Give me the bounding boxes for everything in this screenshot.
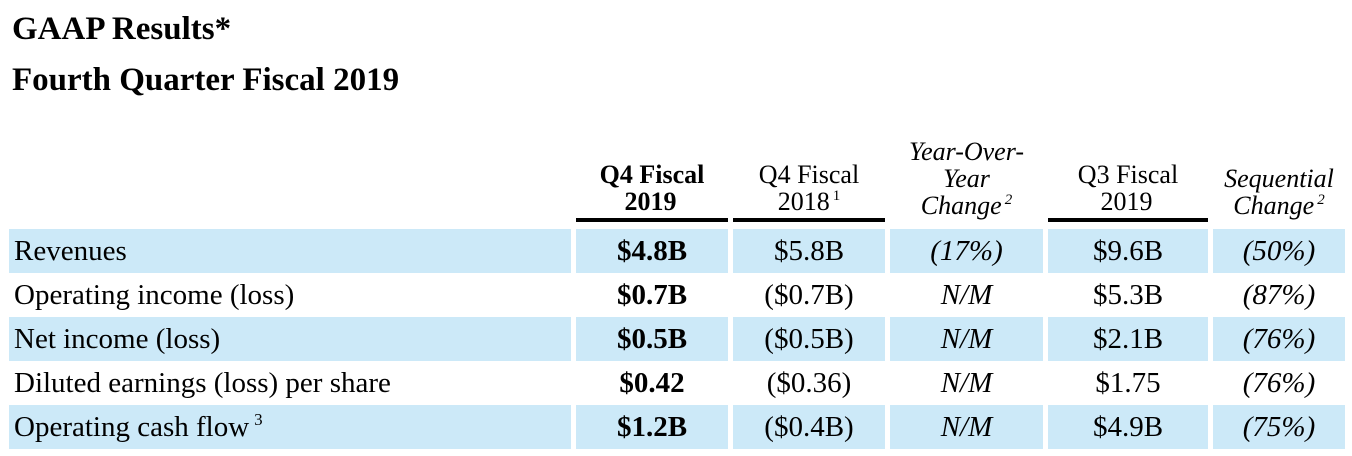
table-row-operating-income: Operating income (loss) $0.7B ($0.7B) N/… [9, 273, 1345, 317]
footnote-marker: 3 [254, 409, 263, 429]
column-header-line: Q4 Fiscal [599, 160, 705, 189]
table-row-diluted-eps: Diluted earnings (loss) per share $0.42 … [9, 361, 1345, 405]
column-header-line: Sequential [1224, 164, 1334, 193]
column-header-line: 2019 [624, 187, 677, 216]
cell-yoy-change: N/M [890, 317, 1043, 361]
table-row-operating-cash-flow: Operating cash flow 3 $1.2B ($0.4B) N/M $… [9, 405, 1345, 449]
cell-q4fy18: ($0.36) [766, 366, 852, 399]
row-label-text: Diluted earnings (loss) per share [14, 366, 391, 399]
cell-yoy-change: (17%) [890, 229, 1043, 273]
cell-q3fy19: $5.3B [1092, 278, 1164, 311]
column-header-q3-fiscal-2019: Q3 Fiscal 2019 [1048, 103, 1208, 222]
column-header-line: Year [943, 164, 990, 193]
cell-q4fy18: ($0.4B) [733, 405, 885, 449]
page-subtitle: Fourth Quarter Fiscal 2019 [12, 62, 400, 98]
cell-yoy-change: N/M [940, 278, 993, 311]
cell-q3fy19: $1.75 [1095, 366, 1161, 399]
row-label: Diluted earnings (loss) per share [9, 361, 571, 405]
row-label: Operating cash flow 3 [9, 405, 571, 449]
cell-q3fy19: $4.9B [1048, 405, 1208, 449]
cell-q4fy18: ($0.5B) [733, 317, 885, 361]
row-label: Operating income (loss) [9, 273, 571, 317]
row-label: Revenues [9, 229, 571, 273]
footnote-marker: 2 [1004, 192, 1013, 209]
cell-q4fy18: $5.8B [733, 229, 885, 273]
column-header-line: Q3 Fiscal [1077, 160, 1179, 189]
cell-q3fy19: $9.6B [1048, 229, 1208, 273]
cell-q4fy19: $0.42 [619, 366, 685, 399]
column-header-line: 2019 [1100, 187, 1153, 216]
cell-yoy-change: N/M [890, 405, 1043, 449]
footnote-marker: 1 [832, 188, 841, 205]
cell-q4fy19: $0.5B [576, 317, 728, 361]
cell-seq-change: (50%) [1213, 229, 1345, 273]
gaap-results-table: Q4 Fiscal 2019 Q4 Fiscal 2018 1 Year-Over… [4, 103, 1350, 449]
cell-q3fy19: $2.1B [1048, 317, 1208, 361]
table-header-row: Q4 Fiscal 2019 Q4 Fiscal 2018 1 Year-Over… [9, 103, 1345, 222]
table-row-net-income: Net income (loss) $0.5B ($0.5B) N/M $2.1… [9, 317, 1345, 361]
page-title: GAAP Results* [12, 11, 232, 47]
column-header-line: Change [920, 191, 1002, 220]
table-row-revenues: Revenues $4.8B $5.8B (17%) $9.6B (50%) [9, 229, 1345, 273]
column-header-q4-fiscal-2019: Q4 Fiscal 2019 [576, 103, 728, 222]
row-label-text: Net income (loss) [14, 322, 221, 355]
cell-seq-change: (75%) [1213, 405, 1345, 449]
cell-q4fy18: ($0.7B) [764, 278, 854, 311]
column-header-line: 2018 [777, 187, 830, 216]
column-header-line: Change [1233, 191, 1315, 220]
column-header-sequential-change: Sequential Change 2 [1213, 103, 1345, 222]
cell-q4fy19: $1.2B [576, 405, 728, 449]
cell-seq-change: (76%) [1213, 317, 1345, 361]
cell-q4fy19: $4.8B [576, 229, 728, 273]
header-body-spacer [9, 222, 1345, 229]
column-header-line: Year-Over- [909, 137, 1024, 166]
row-label-text: Operating income (loss) [14, 278, 295, 311]
footnote-marker: 2 [1317, 192, 1325, 209]
column-header-empty [9, 103, 571, 222]
column-header-q4-fiscal-2018: Q4 Fiscal 2018 1 [733, 103, 885, 222]
row-label-text: Revenues [14, 234, 127, 267]
column-header-year-over-year-change: Year-Over- Year Change 2 [890, 103, 1043, 222]
row-label-text: Operating cash flow [14, 410, 250, 443]
cell-seq-change: (87%) [1242, 278, 1316, 311]
cell-yoy-change: N/M [940, 366, 993, 399]
column-header-line: Q4 Fiscal [758, 160, 860, 189]
row-label: Net income (loss) [9, 317, 571, 361]
cell-q4fy19: $0.7B [616, 278, 688, 311]
cell-seq-change: (76%) [1242, 366, 1316, 399]
